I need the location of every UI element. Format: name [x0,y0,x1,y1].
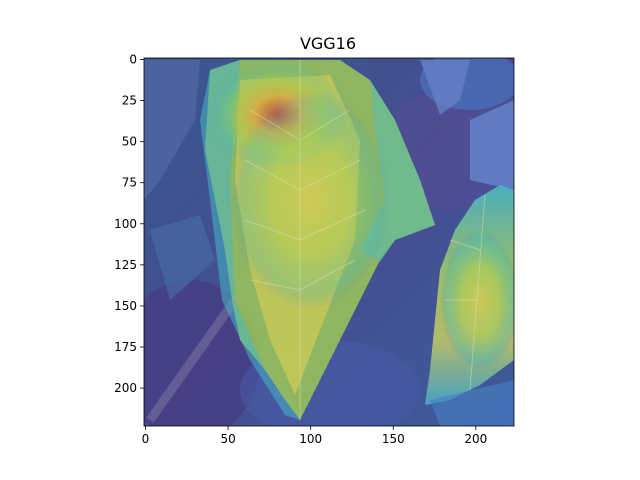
y-tick-label: 175 [114,340,137,354]
x-tick-label: 50 [220,432,235,446]
y-tick-label: 150 [114,299,137,313]
axes-frame [143,57,515,427]
heatmap-image [144,58,514,426]
y-tick-label: 200 [114,381,137,395]
x-tick-label: 200 [464,432,487,446]
x-tick-label: 100 [299,432,322,446]
y-tick-label: 50 [122,135,137,149]
x-axis: 0 50 100 150 200 [142,426,487,446]
x-tick-label: 0 [142,432,150,446]
y-tick-label: 125 [114,258,137,272]
y-tick-label: 75 [122,176,137,190]
y-tick-label: 100 [114,217,137,231]
figure-title: VGG16 [300,34,356,53]
y-axis: 0 25 50 75 100 125 150 175 200 [114,53,144,395]
y-tick-label: 25 [122,94,137,108]
x-tick-label: 150 [382,432,405,446]
y-tick-label: 0 [129,53,137,67]
